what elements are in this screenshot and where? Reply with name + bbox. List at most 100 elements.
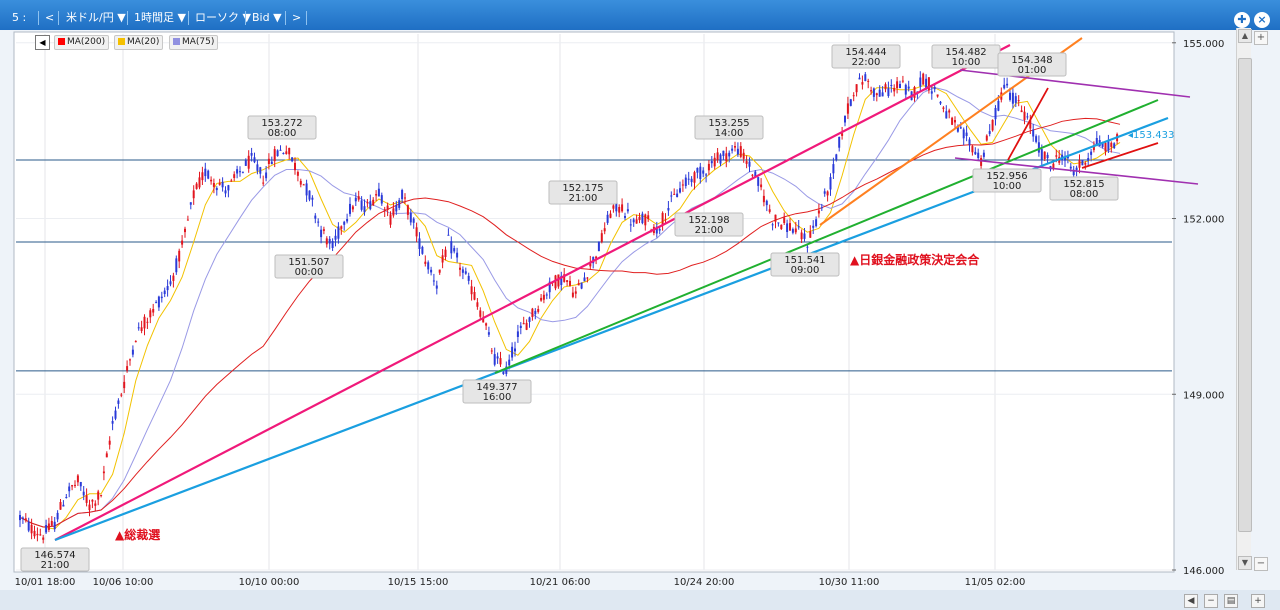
candle-body bbox=[227, 185, 230, 191]
x-tick-label: 10/01 18:00 bbox=[15, 577, 76, 588]
price-label-box bbox=[674, 212, 744, 237]
next-button[interactable]: > bbox=[292, 11, 302, 24]
candle-body bbox=[27, 521, 30, 531]
candle-body bbox=[354, 197, 357, 202]
price-label-box bbox=[462, 379, 532, 404]
chart-type-dropdown[interactable]: ローソク ▼ bbox=[195, 11, 251, 24]
legend-ma20-label: MA(20) bbox=[127, 37, 160, 47]
candle-body bbox=[545, 294, 548, 296]
candle-body bbox=[221, 181, 224, 188]
candle-body bbox=[690, 178, 693, 183]
time-navigator[interactable] bbox=[0, 590, 1280, 610]
candle-body bbox=[965, 132, 968, 136]
candle-body bbox=[146, 321, 149, 323]
x-tick-label: 10/21 06:00 bbox=[530, 577, 591, 588]
zoom-out-time-icon[interactable]: − bbox=[1204, 594, 1218, 608]
candle-body bbox=[655, 226, 658, 234]
candle-body bbox=[522, 323, 525, 325]
candle-body bbox=[754, 171, 757, 178]
candle-body bbox=[586, 277, 589, 279]
vertical-scrollbar[interactable]: ▲ ▼ bbox=[1236, 28, 1252, 570]
candle-body bbox=[76, 475, 79, 483]
candle-body bbox=[85, 495, 88, 503]
price-label-time: 16:00 bbox=[483, 392, 512, 403]
prev-button[interactable]: < bbox=[45, 11, 55, 24]
time-slider-handle[interactable]: ▤ bbox=[1224, 594, 1238, 608]
candle-body bbox=[314, 215, 317, 219]
candle-body bbox=[731, 148, 734, 151]
price-label-time: 10:00 bbox=[952, 57, 981, 68]
price-label-box bbox=[247, 115, 317, 140]
candle-body bbox=[1017, 100, 1020, 102]
candle-body bbox=[516, 331, 519, 337]
candle-body bbox=[201, 172, 204, 181]
candle-body bbox=[117, 400, 120, 404]
candle-body bbox=[276, 150, 279, 157]
candle-body bbox=[160, 296, 163, 299]
candle-body bbox=[693, 172, 696, 183]
candle-body bbox=[473, 292, 476, 300]
candle-body bbox=[913, 87, 916, 98]
candle-body bbox=[195, 183, 198, 189]
candle-body bbox=[768, 209, 771, 212]
candle-body bbox=[618, 207, 621, 213]
candle-body bbox=[948, 110, 951, 113]
timeframe-dropdown[interactable]: 1時間足 ▼ bbox=[134, 11, 186, 24]
candle-body bbox=[803, 233, 806, 239]
candle-body bbox=[143, 316, 146, 329]
event-annotation: ▲日銀金融政策決定会合 bbox=[850, 252, 980, 267]
candle-body bbox=[239, 171, 241, 173]
toolbar-divider bbox=[245, 11, 246, 25]
zoom-in-time-icon[interactable]: + bbox=[1251, 594, 1265, 608]
candle-body bbox=[736, 148, 739, 155]
candle-body bbox=[155, 302, 158, 304]
candle-body bbox=[734, 146, 736, 148]
legend-collapse-button[interactable]: ◀ bbox=[35, 35, 50, 50]
zoom-in-icon[interactable]: + bbox=[1254, 31, 1268, 45]
candle-body bbox=[542, 294, 545, 300]
price-label-value: 152.815 bbox=[1063, 179, 1104, 190]
close-icon[interactable]: × bbox=[1254, 12, 1270, 28]
candle-body bbox=[705, 174, 708, 176]
candle-body bbox=[265, 172, 268, 179]
candle-body bbox=[789, 223, 791, 231]
price-label-value: 152.175 bbox=[562, 183, 603, 194]
zoom-out-icon[interactable]: − bbox=[1254, 557, 1268, 571]
candle-body bbox=[1052, 163, 1055, 169]
candle-body bbox=[595, 256, 598, 259]
scroll-thumb[interactable] bbox=[1238, 58, 1252, 532]
ma75-line bbox=[19, 86, 1121, 528]
candle-body bbox=[757, 177, 760, 186]
candle-body bbox=[88, 504, 91, 511]
candle-body bbox=[679, 188, 681, 193]
symbol-dropdown[interactable]: 米ドル/円 ▼ bbox=[66, 11, 126, 24]
candle-body bbox=[36, 533, 39, 536]
candle-body bbox=[849, 99, 852, 106]
ma200-swatch bbox=[58, 38, 65, 45]
candle-body bbox=[600, 233, 603, 242]
candle-body bbox=[487, 332, 490, 335]
candle-body bbox=[169, 281, 172, 285]
candle-body bbox=[710, 161, 713, 164]
candle-body bbox=[1026, 116, 1029, 118]
candle-body bbox=[68, 486, 71, 492]
candle-body bbox=[580, 282, 583, 289]
scroll-up-icon[interactable]: ▲ bbox=[1238, 29, 1252, 43]
price-label-time: 21:00 bbox=[41, 560, 70, 571]
candle-body bbox=[878, 89, 881, 97]
candle-body bbox=[1069, 166, 1072, 169]
window-move-icon[interactable]: ✚ bbox=[1234, 12, 1250, 28]
y-tick-label: 149.000 bbox=[1183, 390, 1224, 401]
candle-body bbox=[140, 327, 143, 331]
scroll-left-icon[interactable]: ◀ bbox=[1184, 594, 1198, 608]
candle-body bbox=[409, 212, 412, 223]
price-label-time: 09:00 bbox=[791, 265, 820, 276]
candle-body bbox=[42, 537, 45, 540]
candle-body bbox=[858, 77, 861, 80]
candle-body bbox=[82, 491, 85, 496]
price-type-dropdown[interactable]: Bid ▼ bbox=[252, 11, 282, 24]
candle-body bbox=[163, 290, 166, 294]
scroll-down-icon[interactable]: ▼ bbox=[1238, 556, 1252, 570]
